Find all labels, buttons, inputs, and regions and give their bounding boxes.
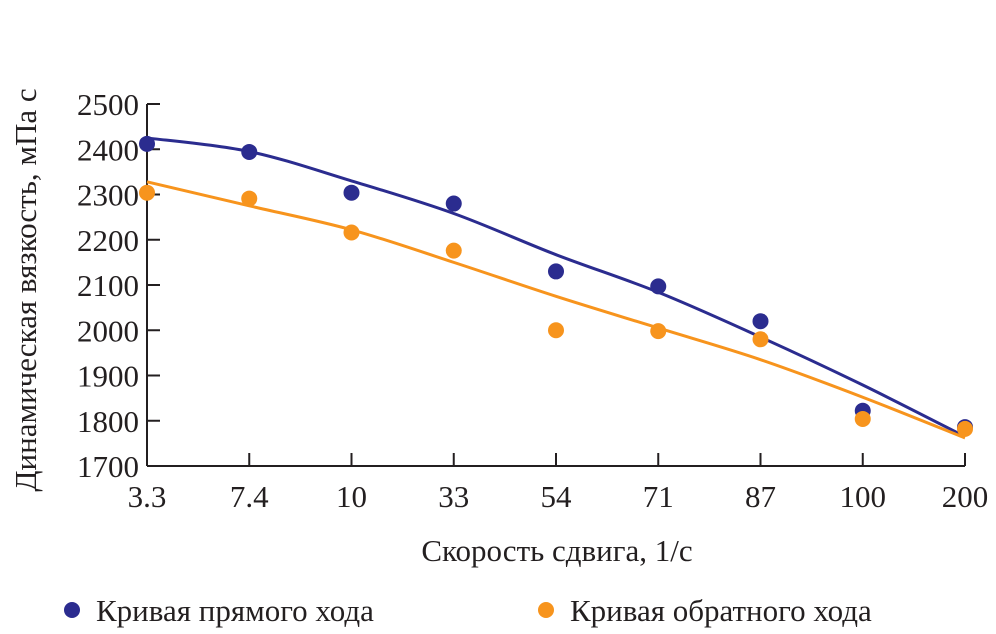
data-point-forward bbox=[752, 313, 769, 330]
data-point-reverse bbox=[343, 224, 360, 241]
y-tick-label: 2500 bbox=[77, 87, 139, 122]
x-tick-label: 33 bbox=[438, 479, 469, 514]
data-point-reverse bbox=[854, 410, 871, 427]
data-point-reverse bbox=[139, 184, 155, 201]
data-point-forward bbox=[343, 184, 360, 201]
x-axis-title: Скорость сдвига, 1/с bbox=[421, 533, 692, 568]
y-tick-label: 2300 bbox=[77, 178, 139, 213]
trend-lines bbox=[146, 136, 966, 440]
x-tick-label: 87 bbox=[745, 479, 776, 514]
y-tick-label: 2100 bbox=[77, 268, 139, 303]
y-tick-label: 1700 bbox=[77, 449, 139, 484]
legend-marker-reverse bbox=[538, 602, 554, 618]
data-point-reverse bbox=[957, 420, 973, 437]
y-tick-label: 2200 bbox=[77, 223, 139, 258]
x-tick-label: 3.3 bbox=[128, 479, 167, 514]
data-point-reverse bbox=[241, 190, 258, 207]
y-tick-label: 1800 bbox=[77, 404, 139, 439]
legend-label-reverse: Кривая обратного хода bbox=[570, 593, 872, 628]
x-tick-label: 71 bbox=[643, 479, 674, 514]
data-point-reverse bbox=[548, 322, 564, 339]
legend: Кривая прямого хода Кривая обратного ход… bbox=[64, 593, 872, 628]
x-tick-label: 54 bbox=[541, 479, 573, 514]
y-tick-label: 1900 bbox=[77, 359, 139, 394]
x-tick-label: 7.4 bbox=[230, 479, 269, 514]
x-tick-label: 10 bbox=[336, 479, 367, 514]
x-tick-label: 200 bbox=[942, 479, 989, 514]
y-tick-label: 2000 bbox=[77, 313, 139, 348]
x-tick-label: 100 bbox=[840, 479, 887, 514]
legend-marker-forward bbox=[64, 602, 80, 618]
trend-line-forward bbox=[146, 136, 966, 438]
data-point-forward bbox=[139, 135, 155, 152]
y-tick-label: 2400 bbox=[77, 132, 139, 167]
data-point-forward bbox=[650, 278, 667, 295]
data-point-forward bbox=[445, 195, 462, 212]
trend-line-reverse bbox=[146, 180, 966, 440]
data-point-reverse bbox=[752, 331, 769, 348]
y-axis-title: Динамическая вязкость, мПа с bbox=[8, 88, 43, 491]
data-point-reverse bbox=[445, 242, 462, 259]
data-point-forward bbox=[548, 263, 564, 280]
data-point-forward bbox=[241, 143, 258, 160]
data-points bbox=[139, 135, 973, 437]
axes: 1700 1800 1900 2000 2100 2200 2300 2400 2500 3.3 7… bbox=[77, 87, 988, 514]
data-point-reverse bbox=[650, 323, 667, 340]
legend-label-forward: Кривая прямого хода bbox=[96, 593, 374, 628]
